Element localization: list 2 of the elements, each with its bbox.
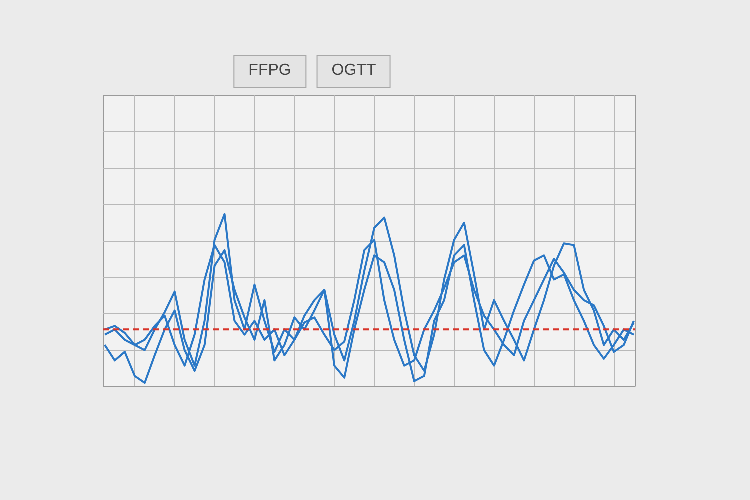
text: FFPG [234, 55, 306, 88]
text: OGTT [316, 55, 392, 88]
